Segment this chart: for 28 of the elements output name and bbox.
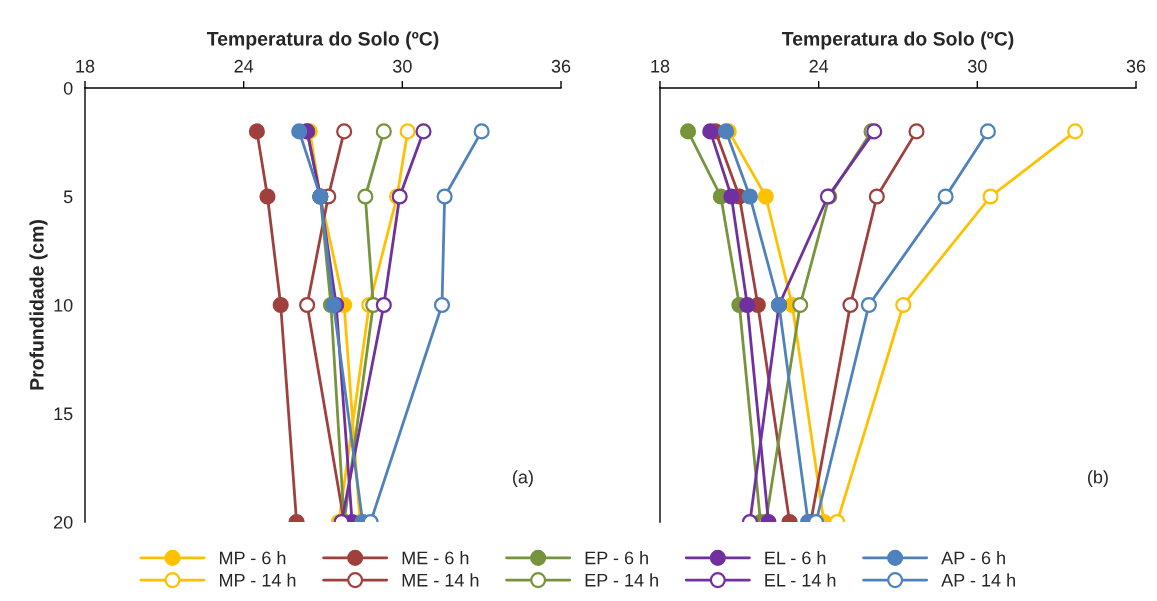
legend-label: MP - 6 h <box>220 551 286 565</box>
y-tick-label: 5 <box>63 190 73 204</box>
x-tick-label: 18 <box>651 59 670 73</box>
legend-label: AP - 6 h <box>941 551 1005 565</box>
y-tick-label: 0 <box>63 81 73 95</box>
legend-label: EP - 6 h <box>585 551 648 565</box>
x-tick-label: 30 <box>967 59 987 73</box>
x-tick-label: 30 <box>392 59 412 73</box>
legend-label: EP - 14 h <box>585 573 658 587</box>
x-tick-label: 24 <box>234 59 254 73</box>
legend-label: MP - 14 h <box>220 573 296 587</box>
x-axis-title: Temperatura do Solo (ºC) <box>781 31 1014 50</box>
x-tick-label: 24 <box>809 59 829 73</box>
legend-label: ME - 14 h <box>402 573 479 587</box>
y-tick-label: 20 <box>54 515 73 529</box>
annotation: (a) <box>513 470 533 488</box>
y-tick-label: 10 <box>54 298 73 312</box>
y-tick-label: 15 <box>54 407 73 421</box>
x-tick-label: 18 <box>76 59 95 73</box>
legend-label: EL - 14 h <box>765 573 836 587</box>
legend-label: EL - 6 h <box>765 551 826 565</box>
x-tick-label: 36 <box>1126 59 1146 73</box>
x-axis-title: Temperatura do Solo (ºC) <box>206 31 439 50</box>
annotation: (b) <box>1088 470 1108 488</box>
x-tick-label: 36 <box>551 59 571 73</box>
y-axis-title: Profundidade (cm) <box>29 220 48 390</box>
legend-label: ME - 6 h <box>402 551 469 565</box>
legend-label: AP - 14 h <box>941 573 1015 587</box>
